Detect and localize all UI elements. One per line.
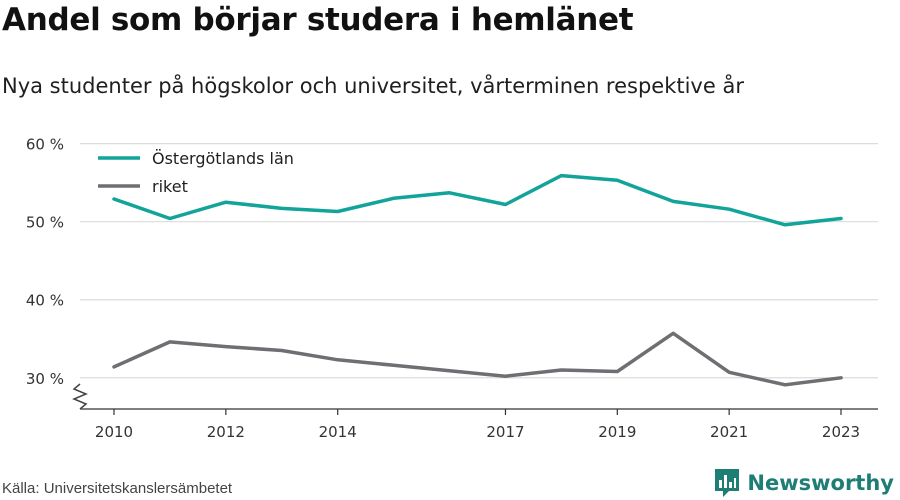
brand: Newsworthy <box>715 468 894 498</box>
chart-subtitle: Nya studenter på högskolor och universit… <box>2 74 744 98</box>
y-tick-label: 60 % <box>26 136 64 154</box>
x-tick-label: 2021 <box>710 423 748 441</box>
series-line-1 <box>112 331 843 387</box>
bar-chart-logo-icon <box>715 469 740 497</box>
legend: Östergötlands län riket <box>98 149 294 196</box>
legend-label: Östergötlands län <box>152 149 294 168</box>
legend-label: riket <box>152 177 188 196</box>
x-tick-label: 2023 <box>822 423 860 441</box>
chart-title: Andel som börjar studera i hemlänet <box>2 2 634 38</box>
x-tick-label: 2019 <box>598 423 636 441</box>
source-note: Källa: Universitetskanslersämbetet <box>2 480 233 497</box>
axis-break-icon <box>72 383 88 410</box>
x-tick-label: 2010 <box>95 423 133 441</box>
series-lines <box>112 173 843 387</box>
x-tick-label: 2017 <box>486 423 524 441</box>
y-tick-label: 40 % <box>26 292 64 310</box>
gridlines <box>80 143 878 379</box>
x-tick-label: 2014 <box>319 423 357 441</box>
brand-name: Newsworthy <box>747 471 894 495</box>
y-tick-label: 30 % <box>26 370 64 388</box>
axes: 30 % 40 % 50 % 60 % 2010 2012 2014 2017 2019 2021… <box>26 136 878 441</box>
y-tick-label: 50 % <box>26 214 64 232</box>
x-tick-label: 2012 <box>207 423 245 441</box>
series-line-0 <box>112 173 843 227</box>
